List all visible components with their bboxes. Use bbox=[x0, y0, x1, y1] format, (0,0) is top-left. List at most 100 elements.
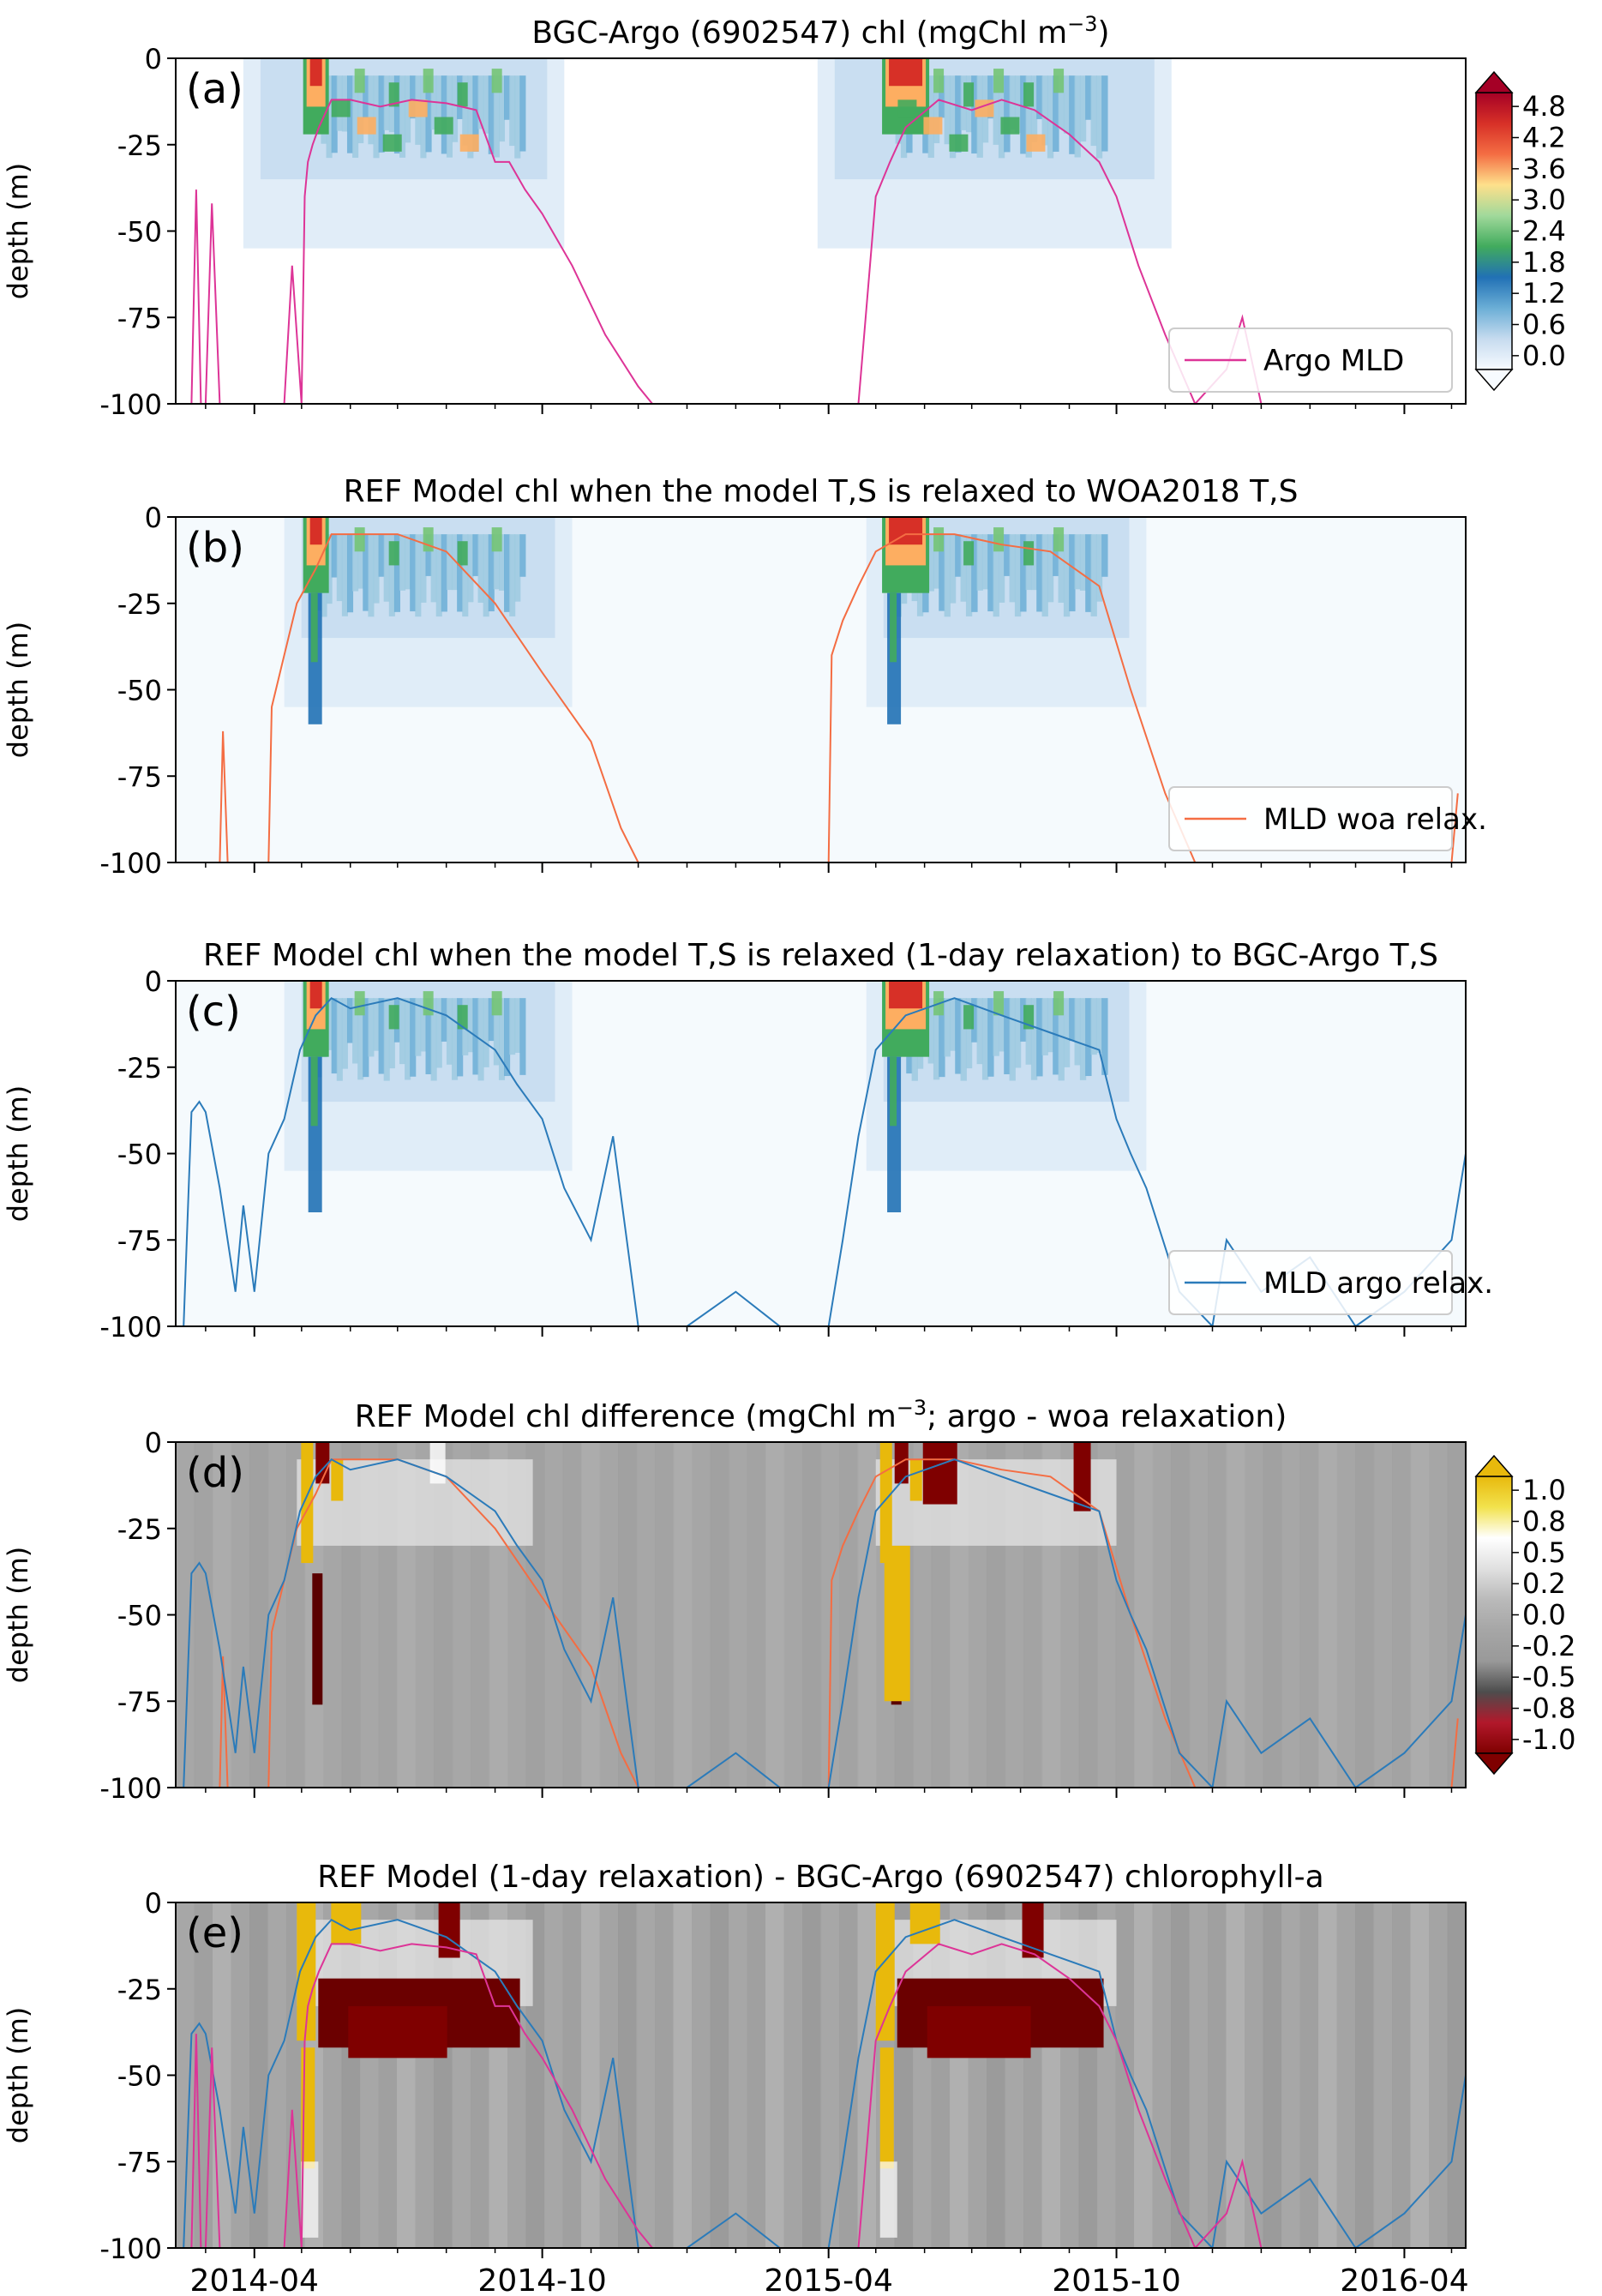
field-blue bbox=[1030, 75, 1038, 142]
field-blue bbox=[1101, 534, 1108, 577]
panel-title: REF Model chl when the model T,S is rela… bbox=[344, 474, 1299, 509]
field-blue bbox=[1047, 75, 1054, 159]
field-blue bbox=[368, 75, 375, 145]
colorbar-tick-label: 0.5 bbox=[1522, 1536, 1566, 1569]
field-stripe bbox=[1355, 1442, 1375, 1788]
field-green bbox=[423, 527, 434, 552]
legend: Argo MLD bbox=[1168, 328, 1453, 393]
field-blue bbox=[509, 534, 516, 616]
field-blue bbox=[357, 998, 364, 1080]
field-green bbox=[354, 69, 365, 93]
field-stripe bbox=[1410, 1902, 1430, 2248]
y-tick-label: 0 bbox=[145, 43, 162, 75]
legend: MLD argo relax. bbox=[1168, 1250, 1493, 1315]
mld-line bbox=[219, 533, 1459, 863]
field-blue bbox=[1074, 75, 1081, 158]
field-blue bbox=[519, 998, 526, 1075]
field-deep bbox=[310, 592, 318, 663]
field-stripe bbox=[1208, 1442, 1227, 1788]
field-blue bbox=[1090, 75, 1097, 147]
y-tick-label: 0 bbox=[145, 1427, 162, 1459]
field-blue bbox=[519, 534, 526, 577]
field-blue bbox=[976, 534, 983, 591]
field-stripe bbox=[839, 1902, 859, 2248]
field-blue bbox=[971, 534, 978, 612]
y-tick-label: -75 bbox=[117, 760, 162, 793]
field-stripe bbox=[562, 1902, 582, 2248]
field-blue bbox=[477, 534, 484, 603]
field-blue bbox=[993, 75, 999, 145]
field-blue bbox=[1101, 998, 1108, 1075]
field-blue bbox=[933, 75, 940, 144]
field-blue bbox=[430, 534, 437, 603]
field-blue bbox=[326, 998, 333, 1050]
y-tick-label: -75 bbox=[117, 1686, 162, 1718]
field-darkred bbox=[894, 1442, 909, 1484]
field-red bbox=[889, 981, 923, 1009]
field-blue bbox=[393, 534, 400, 612]
field-green bbox=[388, 541, 399, 566]
field-darkred bbox=[1073, 1442, 1091, 1512]
field-blue bbox=[363, 75, 369, 118]
field-blue bbox=[1079, 534, 1087, 591]
field-stripe bbox=[1115, 1442, 1135, 1788]
field-blue bbox=[987, 75, 994, 119]
field-blue bbox=[1074, 534, 1081, 590]
field-blue bbox=[1047, 998, 1054, 1053]
field-blue bbox=[1020, 998, 1027, 1042]
colorbar: 4.84.23.63.02.41.81.20.60.0 bbox=[1474, 70, 1566, 392]
y-tick-label: -75 bbox=[117, 1224, 162, 1257]
y-tick-label: -25 bbox=[117, 129, 162, 162]
field-hot bbox=[408, 99, 428, 117]
colorbar-tick-label: 0.6 bbox=[1522, 309, 1566, 341]
colorbar-tick-label: -1.0 bbox=[1522, 1723, 1575, 1756]
field-blue bbox=[363, 534, 369, 611]
field-stripe bbox=[1318, 1902, 1338, 2248]
mld-lines bbox=[190, 99, 1263, 404]
field-blue bbox=[1101, 75, 1108, 152]
field-blue bbox=[965, 998, 973, 1069]
field-stripe bbox=[857, 1902, 877, 2248]
field-blue bbox=[472, 75, 479, 152]
field-blue bbox=[1020, 75, 1027, 154]
field-green bbox=[963, 541, 975, 566]
field-blue bbox=[1014, 998, 1022, 1068]
field-blue bbox=[944, 75, 951, 145]
field-blue bbox=[341, 998, 348, 1069]
colorbar-tick-label: -0.2 bbox=[1522, 1630, 1575, 1662]
field-yellow bbox=[297, 1902, 316, 2041]
field-blue bbox=[1036, 998, 1043, 1077]
field-blue bbox=[326, 534, 333, 604]
field-blue bbox=[415, 998, 422, 1056]
field-stripe bbox=[1245, 1442, 1264, 1788]
title-text: REF Model (1-day relaxation) - BGC-Argo … bbox=[317, 1860, 1323, 1895]
y-axis-label: depth (m) bbox=[2, 163, 34, 299]
field-blue bbox=[1004, 534, 1011, 576]
field-blue bbox=[373, 75, 380, 159]
field-red bbox=[309, 517, 322, 545]
field-blue bbox=[425, 534, 432, 576]
field-green bbox=[354, 527, 365, 552]
field-green bbox=[1053, 69, 1065, 93]
colorbar-tick-label: 4.8 bbox=[1522, 90, 1566, 123]
field-blue bbox=[405, 75, 411, 143]
panel-e: REF Model (1-day relaxation) - BGC-Argo … bbox=[2, 1860, 1469, 2296]
field-stripe bbox=[1355, 1902, 1375, 2248]
field-stripe bbox=[655, 1442, 675, 1788]
field-blue bbox=[965, 534, 973, 616]
field-blue bbox=[927, 998, 934, 1064]
x-tick-label: 2016-04 bbox=[1340, 2263, 1468, 2296]
field-green bbox=[1053, 527, 1065, 552]
field-blue bbox=[336, 534, 343, 602]
field-stripe bbox=[1115, 1902, 1135, 2248]
panel-title: REF Model chl when the model T,S is rela… bbox=[203, 938, 1438, 973]
field-blue bbox=[363, 998, 369, 1078]
field-blue bbox=[514, 534, 521, 602]
field-stripe bbox=[1134, 1902, 1154, 2248]
field-green bbox=[457, 82, 468, 107]
field-blue bbox=[483, 534, 489, 617]
field-stripe bbox=[673, 1442, 693, 1788]
field-blue bbox=[488, 998, 495, 1042]
field-blue bbox=[1041, 534, 1048, 617]
field-stripe bbox=[1152, 1902, 1172, 2248]
